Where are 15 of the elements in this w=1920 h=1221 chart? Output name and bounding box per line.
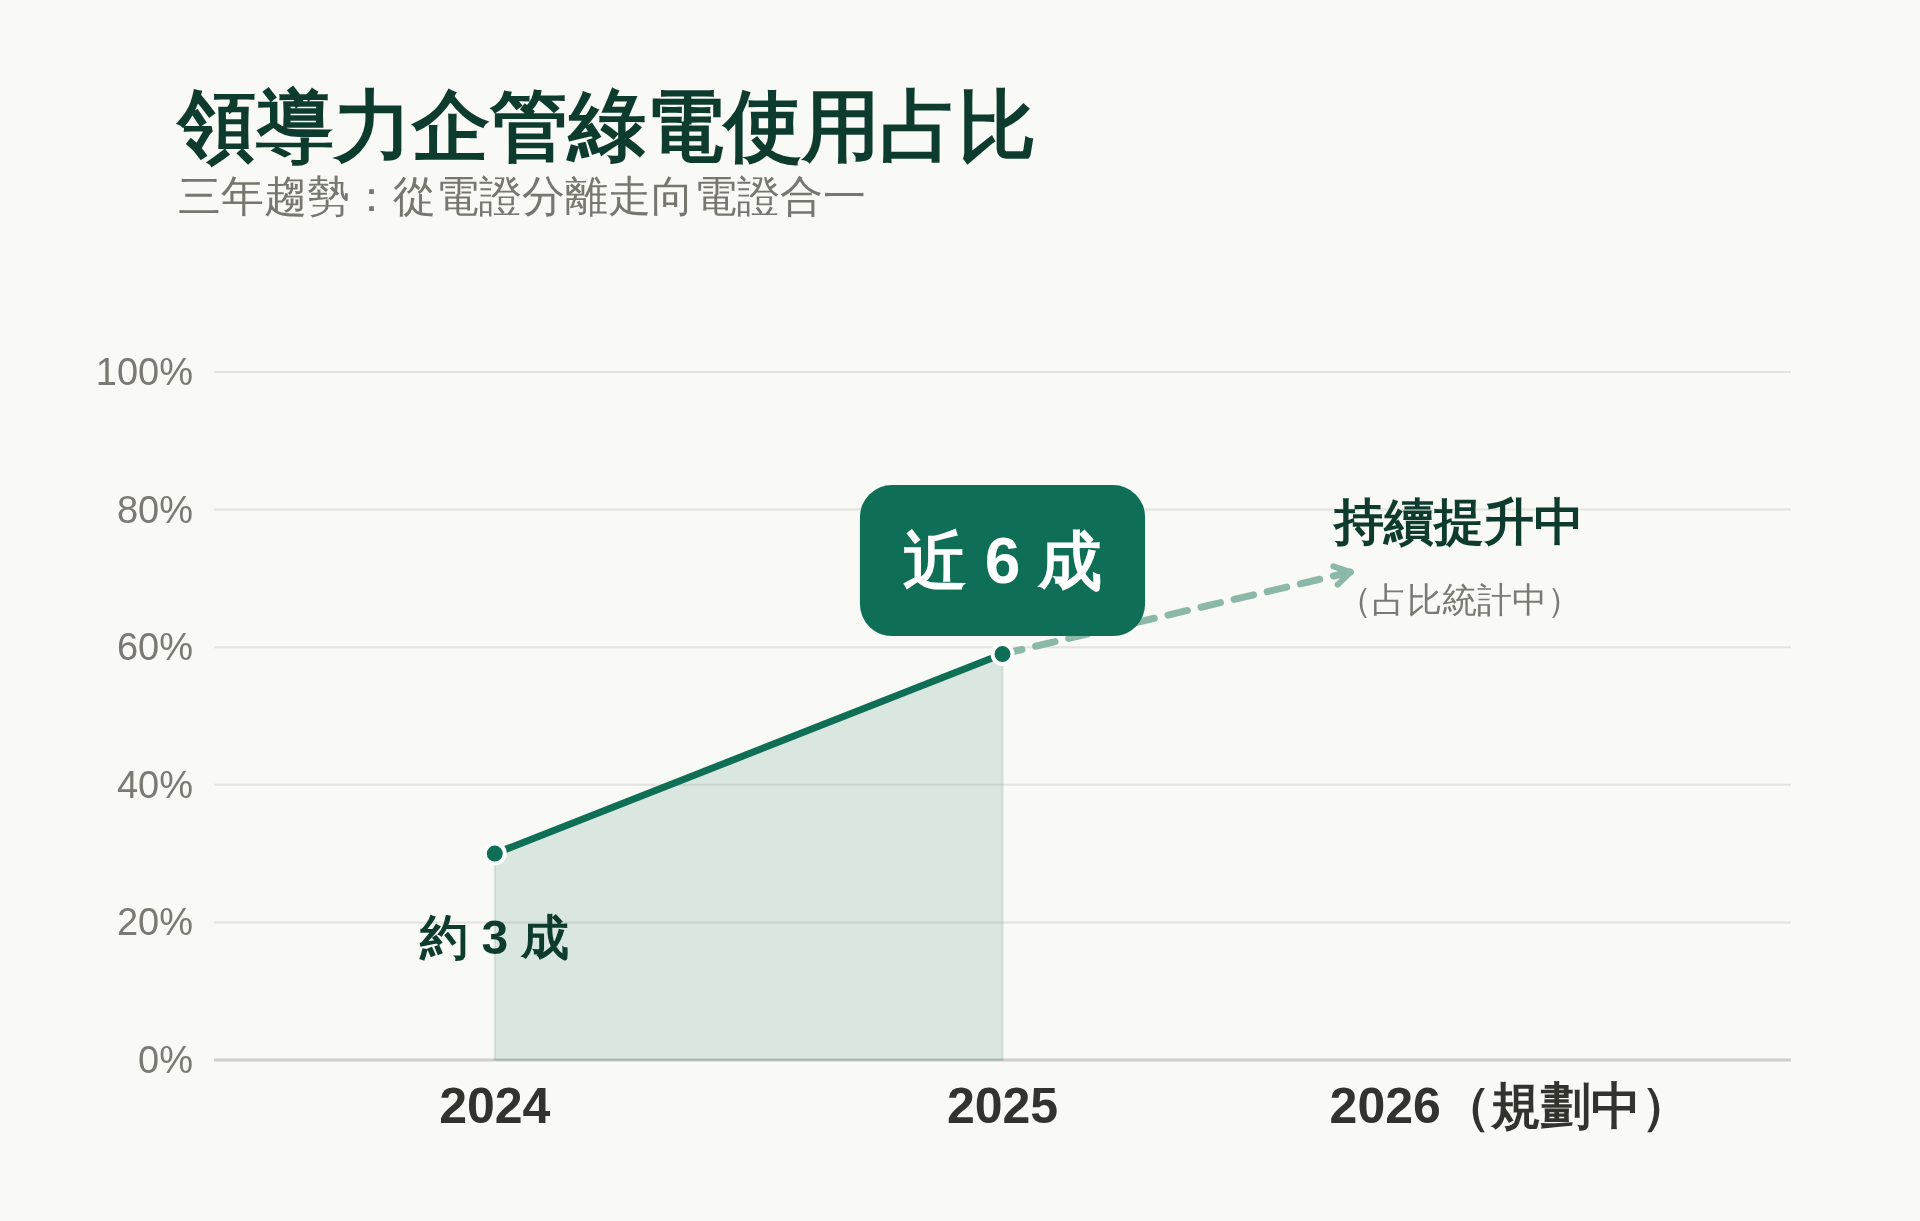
y-tick-label: 80% (116, 488, 193, 531)
chart-subtitle: 三年趨勢：從電證分離走向電證合一 (178, 172, 866, 220)
annotation: （占比統計中） (1336, 580, 1582, 619)
chart-title: 領導力企管綠電使用占比 (175, 82, 1036, 170)
annotation: 持續提升中 (1332, 494, 1585, 550)
x-tick-label: 2024 (439, 1078, 551, 1134)
y-tick-label: 100% (95, 351, 193, 393)
y-tick-label: 0% (138, 1039, 193, 1081)
data-label: 近 6 成 (902, 525, 1103, 598)
x-tick-label: 2026（規劃中） (1329, 1078, 1691, 1134)
y-tick-label: 40% (116, 763, 193, 806)
x-tick-label: 2025 (946, 1078, 1059, 1134)
data-label: 約 3 成 (419, 910, 570, 964)
y-tick-label: 20% (116, 901, 193, 944)
y-tick-label: 60% (116, 626, 193, 669)
